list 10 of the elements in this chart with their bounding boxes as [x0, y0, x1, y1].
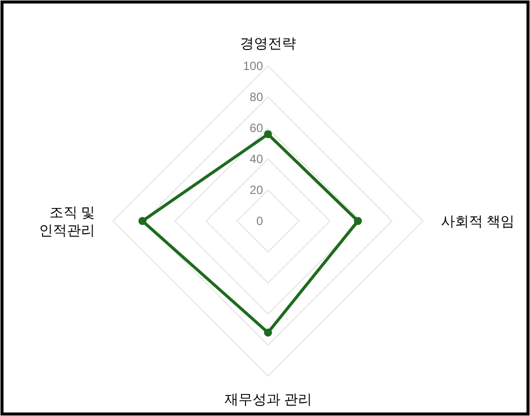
y-tick-label: 60 — [250, 121, 264, 135]
y-tick-label: 80 — [250, 90, 264, 104]
y-tick-label: 20 — [250, 183, 264, 197]
spoke-label: 조직 및 인적관리 — [39, 206, 95, 239]
y-tick-label: 0 — [256, 214, 264, 228]
spoke-label: 재무성과 관리 — [224, 393, 312, 408]
spoke-label: 사회적 책임 — [441, 215, 514, 230]
y-tick-label: 40 — [250, 152, 264, 166]
spoke-label: 경영전략 — [240, 37, 296, 52]
y-tick-label: 100 — [242, 59, 264, 73]
